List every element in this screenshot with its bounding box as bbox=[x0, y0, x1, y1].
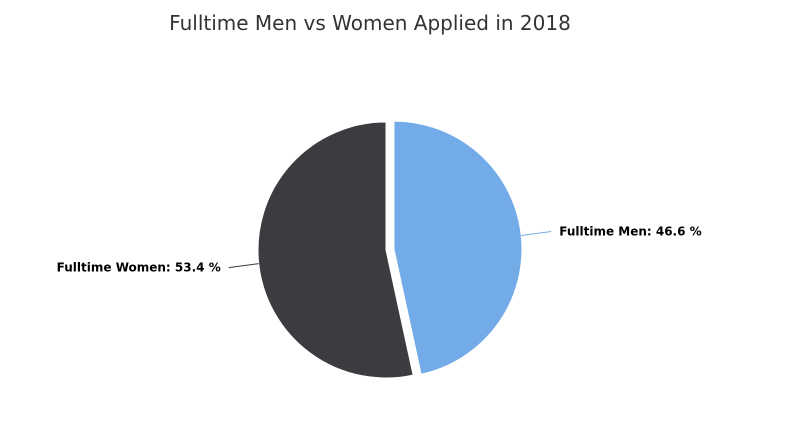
data-label-fulltime-men: Fulltime Men: 46.6 % bbox=[559, 225, 701, 239]
chart-title: Fulltime Men vs Women Applied in 2018 bbox=[169, 11, 571, 35]
data-label-fulltime-women: Fulltime Women: 53.4 % bbox=[57, 261, 221, 275]
pie-slices bbox=[257, 120, 523, 379]
data-labels: Fulltime Men: 46.6 % Fulltime Women: 53.4… bbox=[57, 225, 702, 275]
pie-slice-fulltime-men[interactable] bbox=[393, 120, 523, 375]
label-connectors bbox=[228, 231, 552, 269]
connector-fulltime-men bbox=[521, 231, 552, 236]
connector-fulltime-women bbox=[228, 263, 259, 269]
pie-slice-fulltime-women[interactable] bbox=[257, 121, 414, 379]
